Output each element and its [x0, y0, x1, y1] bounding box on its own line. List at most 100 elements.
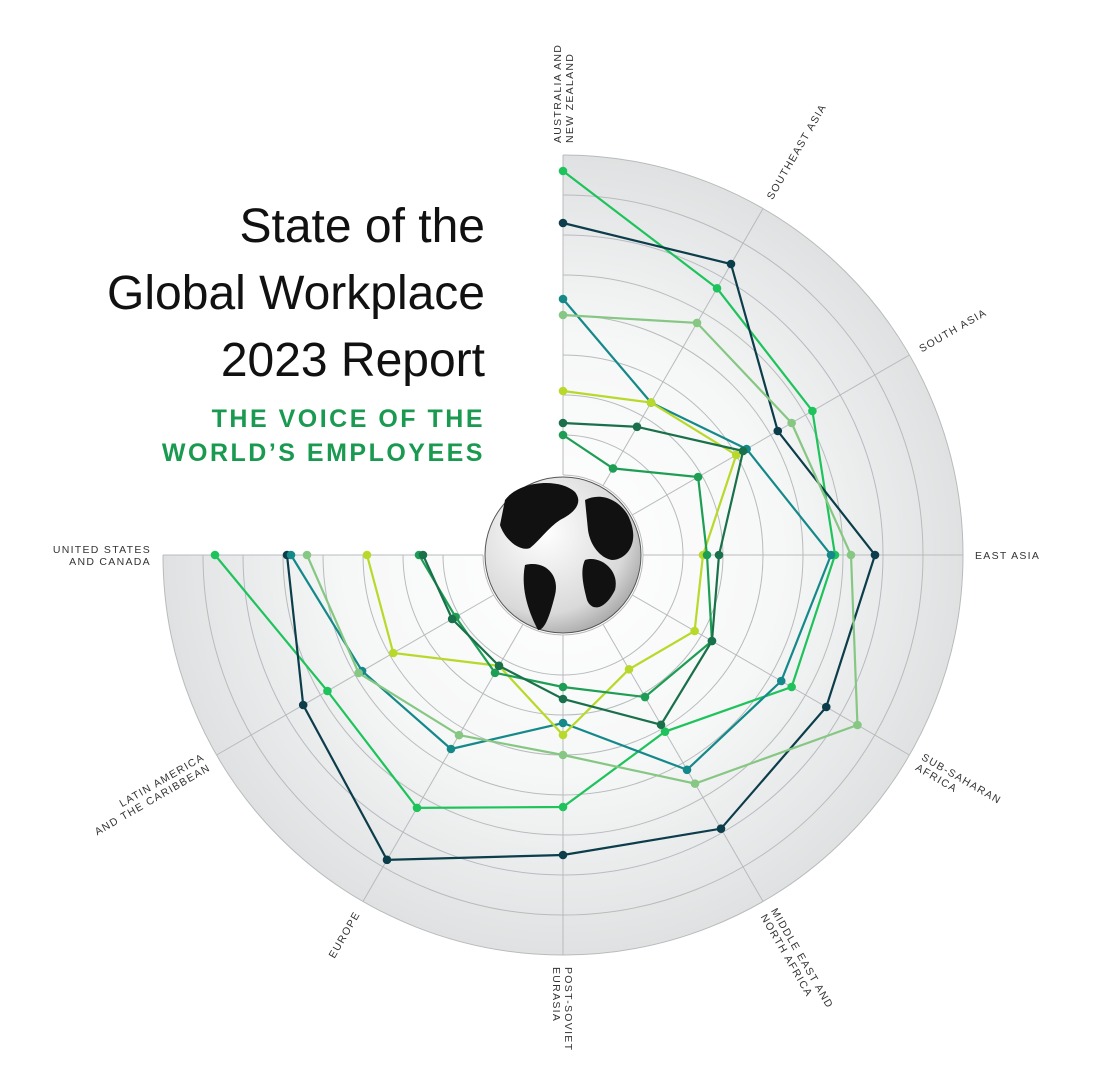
- data-point: [608, 464, 618, 473]
- data-point: [660, 727, 670, 736]
- category-label-line: EURASIA: [550, 967, 562, 1022]
- data-point: [558, 310, 568, 320]
- data-point: [714, 550, 724, 560]
- category-label-line: NEW ZEALAND: [564, 53, 576, 143]
- data-point: [646, 398, 656, 407]
- data-point: [558, 430, 568, 440]
- data-point: [702, 550, 712, 560]
- category-label: UNITED STATES AND CANADA: [53, 544, 151, 568]
- data-point: [558, 718, 568, 728]
- grid-ring: [322, 314, 804, 796]
- data-point: [558, 218, 568, 228]
- chart-background: [163, 155, 963, 955]
- data-point: [716, 824, 726, 833]
- category-label: POST-SOVIETEURASIA: [550, 967, 574, 1051]
- data-point: [693, 472, 703, 482]
- data-point: [712, 283, 722, 293]
- data-point: [558, 294, 568, 304]
- category-label: EUROPE: [327, 909, 363, 960]
- data-point: [558, 386, 568, 396]
- category-label-line: SOUTH ASIA: [917, 307, 989, 355]
- grid-ring: [362, 354, 764, 756]
- data-point: [447, 614, 457, 624]
- category-label: MIDDLE EAST ANDNORTH AFRICA: [758, 906, 836, 1017]
- data-point: [690, 626, 699, 636]
- data-point: [412, 803, 422, 813]
- category-label-line: AND THE CARIBBEAN: [93, 762, 213, 838]
- category-label-line: POST-SOVIET: [562, 967, 574, 1051]
- title-line: Global Workplace: [107, 267, 485, 320]
- category-label-line: EUROPE: [327, 909, 363, 960]
- category-label: SUB-SAHARANAFRICA: [913, 751, 1003, 817]
- data-point: [558, 682, 568, 692]
- grid-ring: [242, 234, 884, 876]
- data-point: [286, 550, 296, 560]
- data-point: [787, 682, 796, 692]
- data-point: [490, 668, 500, 678]
- data-point: [446, 744, 456, 754]
- data-point: [656, 720, 666, 730]
- category-label: SOUTH ASIA: [917, 307, 989, 355]
- series-line: [418, 434, 714, 699]
- category-label-line: UNITED STATES: [53, 544, 151, 556]
- grid-ring: [442, 434, 684, 676]
- category-label-line: EAST ASIA: [975, 550, 1040, 562]
- data-point: [354, 668, 363, 678]
- data-point: [853, 720, 862, 730]
- subtitle-line: THE VOICE OF THE: [212, 405, 485, 433]
- data-point: [418, 550, 428, 560]
- data-point: [773, 426, 783, 436]
- data-point: [494, 661, 504, 671]
- series-line: [365, 389, 738, 737]
- data-point: [632, 422, 642, 432]
- data-point: [826, 550, 836, 560]
- data-point: [210, 550, 220, 560]
- category-label: SOUTHEAST ASIA: [765, 102, 830, 202]
- category-label-line: SOUTHEAST ASIA: [765, 102, 830, 202]
- series: [210, 166, 840, 813]
- title: State of the Global Workplace 2023 Repor…: [107, 200, 485, 467]
- data-point: [362, 550, 372, 560]
- grid-ring: [482, 474, 644, 636]
- series-line: [421, 421, 745, 727]
- data-point: [388, 648, 398, 658]
- data-point: [558, 694, 568, 704]
- data-point: [726, 259, 736, 269]
- data-point: [731, 450, 741, 460]
- spoke: [602, 208, 764, 486]
- spoke: [632, 354, 910, 516]
- data-point: [682, 765, 692, 775]
- category-label-line: MIDDLE EAST AND: [768, 906, 835, 1011]
- data-point: [821, 702, 831, 712]
- series-line: [214, 170, 837, 809]
- grid-ring: [162, 154, 964, 956]
- data-point: [298, 700, 308, 710]
- data-point: [558, 730, 568, 740]
- category-label-line: AND CANADA: [69, 556, 151, 568]
- globe: [484, 476, 642, 634]
- grid-ring: [202, 194, 924, 916]
- data-point: [382, 855, 392, 865]
- data-point: [323, 686, 332, 696]
- data-point: [846, 550, 856, 560]
- data-point: [454, 730, 464, 740]
- data-point: [690, 779, 700, 788]
- grid-ring: [402, 394, 724, 716]
- data-point: [302, 550, 312, 560]
- data-point: [692, 318, 702, 328]
- series-line: [305, 313, 859, 785]
- title-line: 2023 Report: [221, 334, 485, 387]
- data-point: [640, 692, 650, 702]
- series-line: [285, 221, 877, 861]
- data-point: [558, 418, 568, 428]
- data-point: [624, 665, 634, 674]
- spoke: [632, 594, 910, 756]
- series-line: [290, 298, 833, 772]
- category-label: LATIN AMERICAAND THE CARIBBEAN: [87, 751, 213, 838]
- title-line: State of the: [239, 200, 485, 253]
- data-point: [558, 750, 568, 760]
- data-point: [870, 550, 880, 560]
- data-point: [707, 636, 717, 646]
